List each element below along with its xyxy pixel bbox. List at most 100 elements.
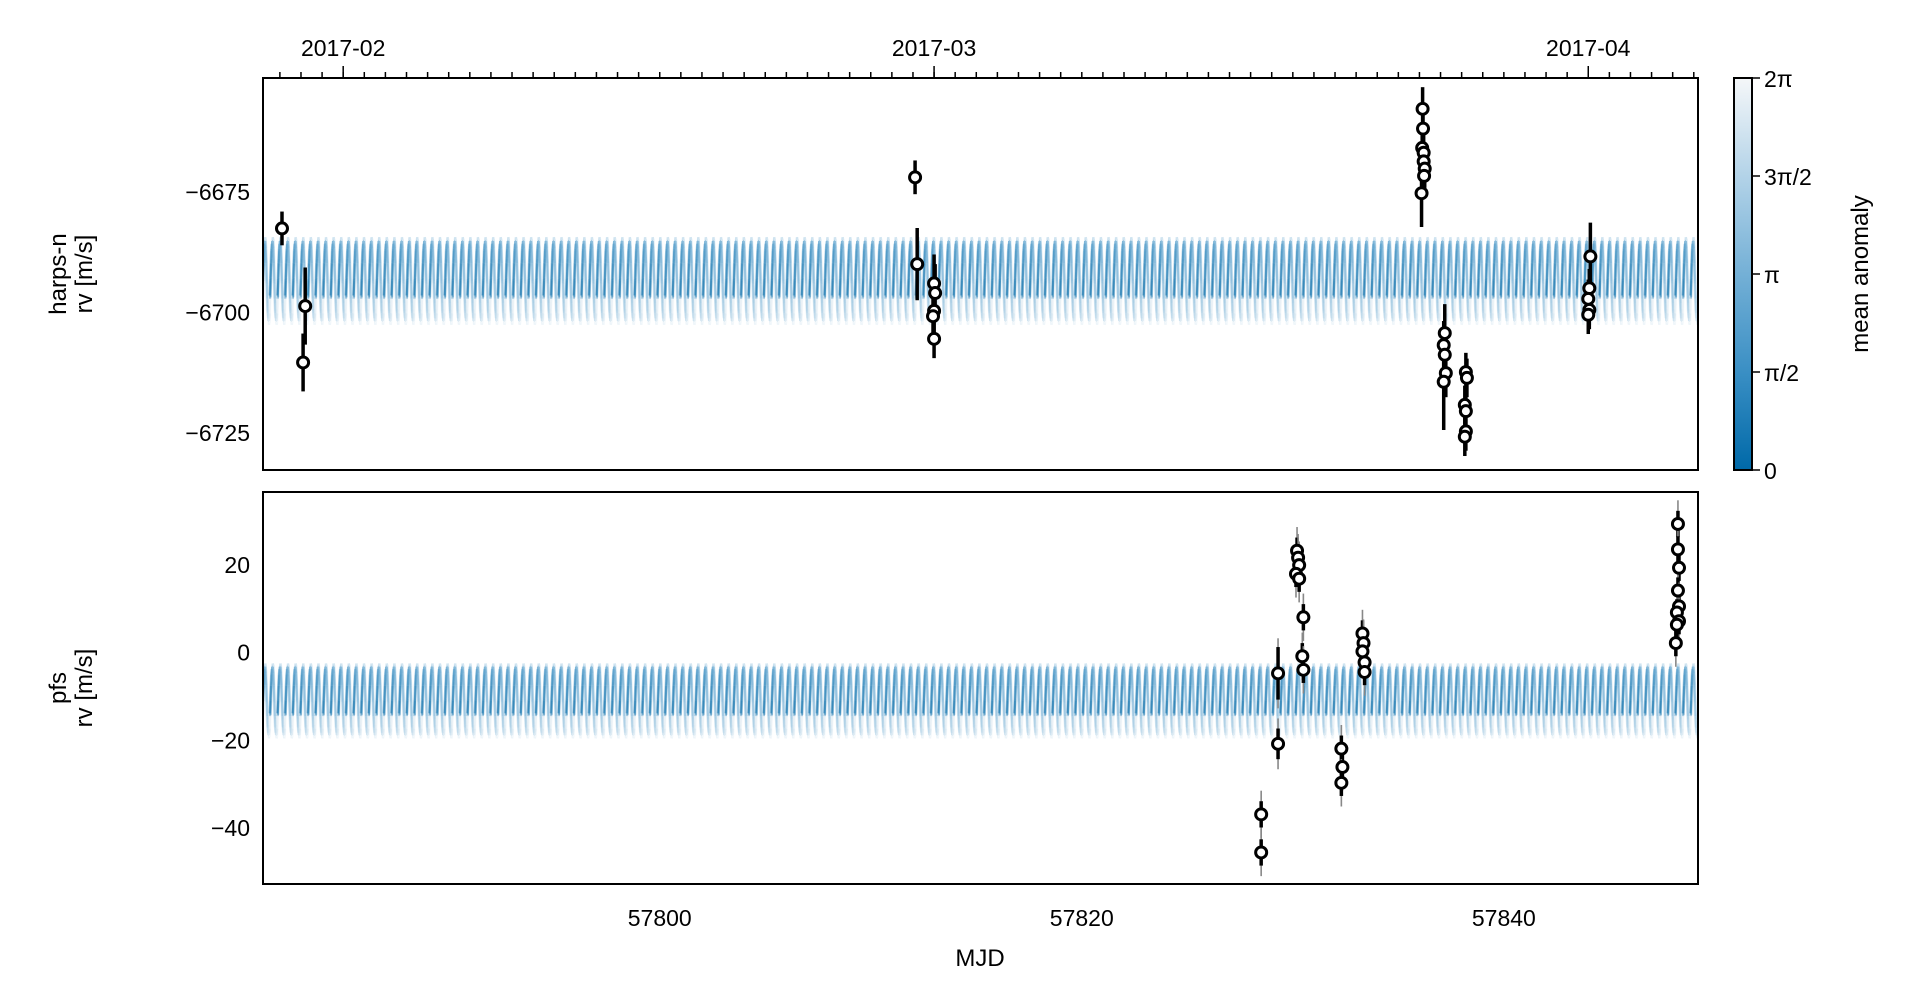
model-segment (519, 298, 522, 314)
model-segment (603, 280, 606, 299)
model-segment (981, 312, 985, 322)
model-segment (1009, 263, 1013, 282)
model-segment (382, 280, 386, 299)
model-segment (972, 280, 975, 299)
model-segment (499, 240, 503, 250)
model-segment (883, 312, 886, 322)
model-segment (812, 263, 815, 282)
model-segment (598, 240, 602, 250)
model-segment (568, 248, 572, 264)
model-segment (1124, 298, 1128, 314)
model-segment (332, 240, 336, 250)
model-segment (1177, 298, 1181, 314)
model-segment (583, 240, 586, 250)
model-segment (1286, 280, 1290, 299)
model-segment (386, 263, 390, 282)
model-segment (714, 298, 718, 314)
model-segment (1070, 263, 1074, 282)
model-segment (1000, 240, 1004, 250)
model-segment (264, 248, 268, 264)
model-segment (439, 263, 443, 282)
model-segment (554, 298, 558, 314)
model-segment (1097, 263, 1101, 282)
model-segment (421, 263, 425, 282)
model-segment (375, 280, 379, 299)
model-segment (1309, 280, 1313, 299)
model-segment (645, 280, 649, 299)
model-segment (310, 248, 313, 264)
model-segment (447, 263, 451, 282)
model-segment (637, 280, 641, 299)
model-segment (448, 280, 451, 299)
model-segment (310, 263, 314, 282)
model-segment (1105, 248, 1109, 264)
model-segment (985, 240, 989, 250)
model-segment (850, 280, 854, 299)
model-segment (625, 298, 629, 314)
model-segment (488, 312, 491, 322)
model-segment (922, 280, 926, 299)
model-segment (583, 248, 587, 264)
model-segment (751, 263, 755, 282)
model-segment (1215, 298, 1219, 314)
model-segment (1297, 240, 1301, 250)
model-segment (801, 248, 805, 264)
model-segment (453, 240, 457, 250)
model-segment (515, 248, 519, 264)
model-segment (383, 263, 387, 282)
model-segment (925, 240, 928, 250)
model-segment (832, 248, 835, 264)
model-segment (621, 240, 624, 250)
model-segment (575, 240, 579, 250)
model-segment (1287, 263, 1291, 282)
model-segment (1187, 312, 1190, 322)
model-segment (489, 280, 493, 299)
model-segment (1055, 263, 1058, 282)
model-segment (368, 248, 372, 264)
model-segment (481, 298, 484, 314)
model-segment (389, 298, 393, 314)
model-segment (1219, 248, 1223, 264)
model-segment (978, 248, 982, 264)
model-segment (679, 263, 683, 282)
model-segment (786, 248, 790, 264)
model-segment (548, 312, 552, 322)
model-segment (736, 263, 739, 282)
model-segment (401, 263, 405, 282)
model-segment (782, 280, 786, 299)
model-segment (1080, 312, 1084, 322)
model-segment (581, 248, 585, 264)
model-segment (387, 280, 390, 299)
model-segment (433, 298, 437, 314)
model-segment (360, 280, 363, 299)
model-segment (566, 248, 570, 264)
model-segment (987, 280, 991, 299)
model-segment (1299, 298, 1303, 314)
model-segment (942, 298, 946, 314)
model-segment (291, 298, 294, 314)
model-segment (744, 298, 748, 314)
model-segment (1009, 248, 1012, 264)
model-segment (736, 280, 740, 299)
model-segment (846, 263, 850, 282)
model-segment (1150, 263, 1154, 282)
model-segment (1192, 280, 1196, 299)
model-segment (313, 298, 317, 314)
model-segment (1029, 263, 1032, 282)
model-segment (305, 312, 309, 322)
model-segment (591, 248, 595, 264)
model-segment (390, 280, 394, 299)
model-segment (1196, 248, 1200, 264)
model-segment (902, 248, 906, 264)
model-segment (1184, 263, 1188, 282)
model-segment (1120, 263, 1124, 282)
model-segment (565, 280, 568, 299)
model-segment (349, 280, 353, 299)
model-segment (875, 312, 879, 322)
model-segment (808, 263, 812, 282)
model-segment (355, 240, 358, 250)
model-segment (1233, 298, 1236, 314)
model-segment (804, 248, 807, 264)
model-segment (951, 312, 955, 322)
model-segment (735, 240, 738, 250)
